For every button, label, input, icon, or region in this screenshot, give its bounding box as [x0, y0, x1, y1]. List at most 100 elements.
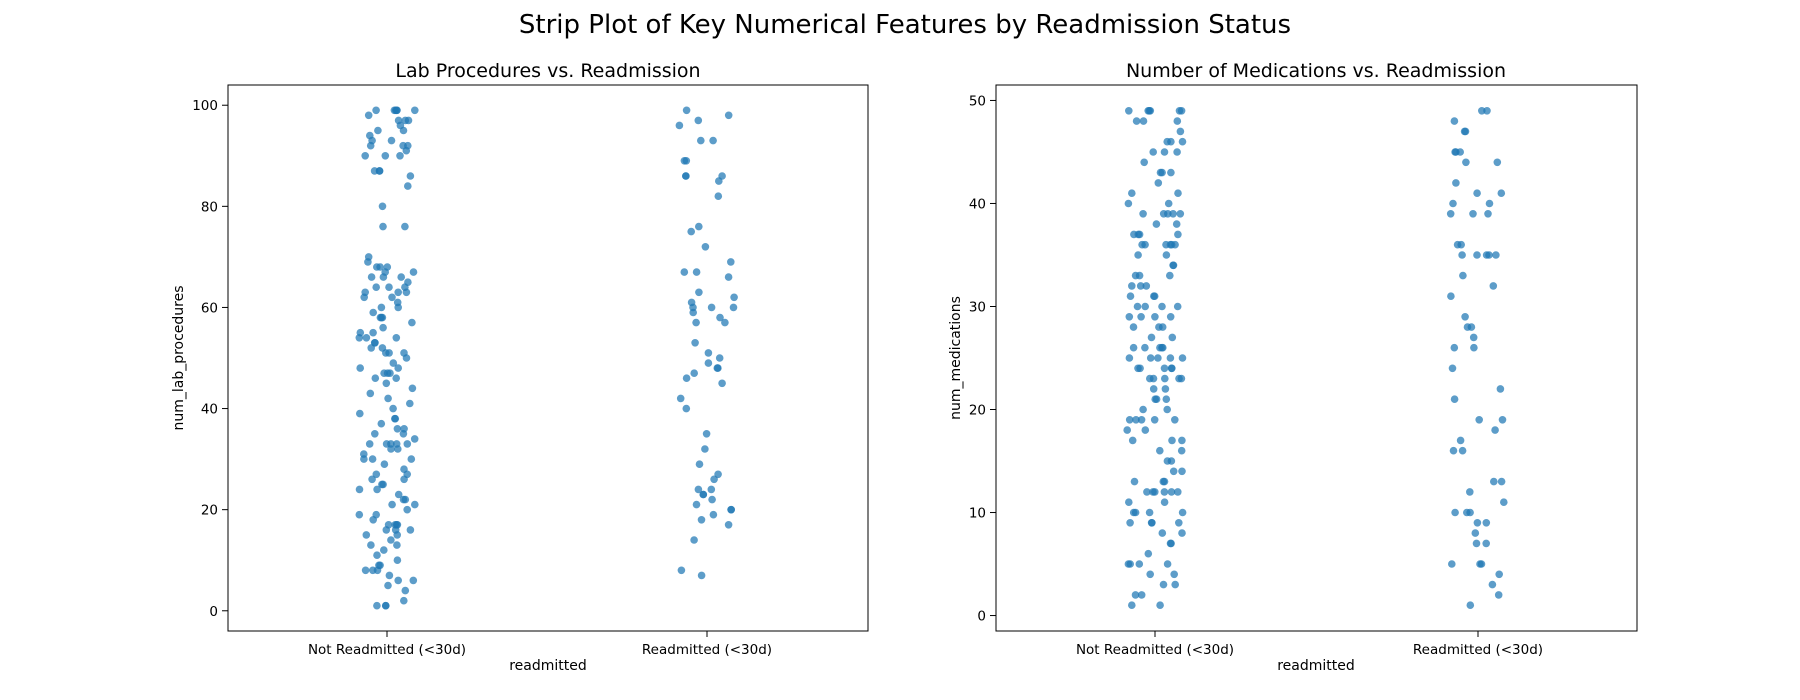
medications-point [1450, 343, 1459, 352]
medications-point [1491, 426, 1499, 434]
lab-procedures-ytick-label: 100 [192, 98, 218, 114]
lab-procedures-ytick-label: 60 [201, 300, 218, 316]
medications-point [1462, 158, 1470, 167]
lab-procedures-point [729, 303, 738, 312]
medications-point [1456, 436, 1465, 445]
lab-procedures-point [727, 258, 735, 266]
medications-point [1126, 519, 1134, 527]
lab-procedures-ylabel: num_lab_procedures [171, 285, 187, 430]
lab-procedures-point [394, 303, 403, 312]
lab-procedures-point [707, 303, 716, 312]
medications-point [1160, 488, 1169, 496]
lab-procedures-point [408, 384, 417, 393]
medications-point [1141, 426, 1150, 434]
lab-procedures-point [396, 152, 404, 160]
medications-point [1152, 220, 1161, 228]
medications-xtick-label: Not Readmitted (<30d) [1076, 642, 1234, 658]
medications-point [1137, 416, 1146, 424]
medications-point [1176, 127, 1185, 136]
lab-procedures-point [714, 192, 723, 200]
medications-point [1173, 117, 1182, 125]
lab-procedures-point [710, 475, 718, 484]
medications-point [1160, 148, 1169, 156]
medications-point [1139, 210, 1147, 218]
lab-procedures-point [709, 510, 718, 519]
lab-procedures-point [394, 288, 403, 297]
medications-point [1169, 210, 1177, 218]
lab-procedures-point [682, 106, 691, 115]
lab-procedures-point [403, 505, 412, 514]
medications-point [1459, 271, 1467, 280]
medications-point [1163, 405, 1171, 414]
medications-point [1156, 446, 1164, 455]
medications-point [1139, 117, 1148, 125]
medications-point [1129, 343, 1138, 352]
lab-procedures-point [362, 334, 371, 342]
medications-point [1141, 302, 1149, 311]
lab-procedures-ytick-label: 40 [201, 402, 218, 418]
medications-point [1130, 230, 1138, 239]
medications-point [1449, 199, 1457, 208]
medications-point [1493, 158, 1502, 167]
medications-point [1466, 508, 1474, 517]
medications-point [1496, 385, 1505, 393]
lab-procedures-point [689, 308, 697, 317]
medications-point [1171, 416, 1179, 424]
medications-point [1168, 436, 1176, 445]
lab-procedures-point [708, 495, 716, 504]
medications-point [1158, 302, 1166, 311]
medications-point [1457, 240, 1465, 249]
lab-procedures-point [387, 536, 395, 544]
medications-point [1125, 416, 1134, 424]
medications-point [1147, 333, 1156, 342]
medications-point [1447, 292, 1455, 301]
lab-procedures-frame [227, 84, 869, 632]
medications-y-ticks: 0 10 20 30 40 50 [969, 93, 996, 625]
medications-ytick-label: 50 [969, 93, 986, 109]
medications-point [1167, 488, 1176, 496]
medications-point [1134, 251, 1142, 259]
medications-point [1147, 519, 1156, 527]
lab-procedures-point [676, 394, 685, 403]
medications-ytick-label: 40 [969, 196, 986, 212]
medications-point [1132, 416, 1140, 424]
medications-point [1451, 508, 1459, 517]
medications-point [1125, 354, 1134, 362]
medications-points [1123, 107, 1508, 609]
medications-point [1166, 271, 1174, 280]
lab-procedures-point [730, 293, 738, 302]
medications-point [1475, 416, 1483, 424]
figure-suptitle: Strip Plot of Key Numerical Features by … [519, 10, 1291, 40]
lab-procedures-point [694, 116, 703, 125]
medications-point [1176, 210, 1185, 218]
medications-point [1128, 436, 1137, 445]
medications-point [1135, 560, 1144, 568]
lab-procedures-point [692, 500, 701, 509]
medications-point [1473, 251, 1481, 259]
medications-point [1492, 251, 1500, 259]
medications-point [1146, 570, 1154, 579]
medications-point [1177, 107, 1186, 115]
lab-procedures-point [400, 475, 408, 484]
lab-procedures-point [384, 394, 392, 403]
medications-point [1151, 395, 1159, 404]
medications-point [1448, 560, 1456, 568]
medications-point [1149, 374, 1158, 383]
medications-point [1175, 519, 1183, 527]
lab-procedures-point [404, 182, 412, 190]
medications-frame [995, 84, 1638, 632]
medications-point [1450, 395, 1459, 404]
medications-point [1174, 230, 1182, 239]
medications-point [1490, 477, 1498, 486]
lab-procedures-point [369, 308, 378, 317]
medications-point [1150, 292, 1159, 301]
medications-point [1470, 343, 1478, 352]
lab-procedures-point [380, 546, 388, 554]
lab-procedures-point [721, 318, 729, 327]
lab-procedures-point [682, 157, 691, 165]
medications-point [1458, 446, 1467, 455]
medications-point [1173, 148, 1181, 156]
lab-procedures-point [677, 566, 686, 575]
lab-procedures-point [399, 126, 408, 135]
medications-point [1160, 364, 1169, 373]
